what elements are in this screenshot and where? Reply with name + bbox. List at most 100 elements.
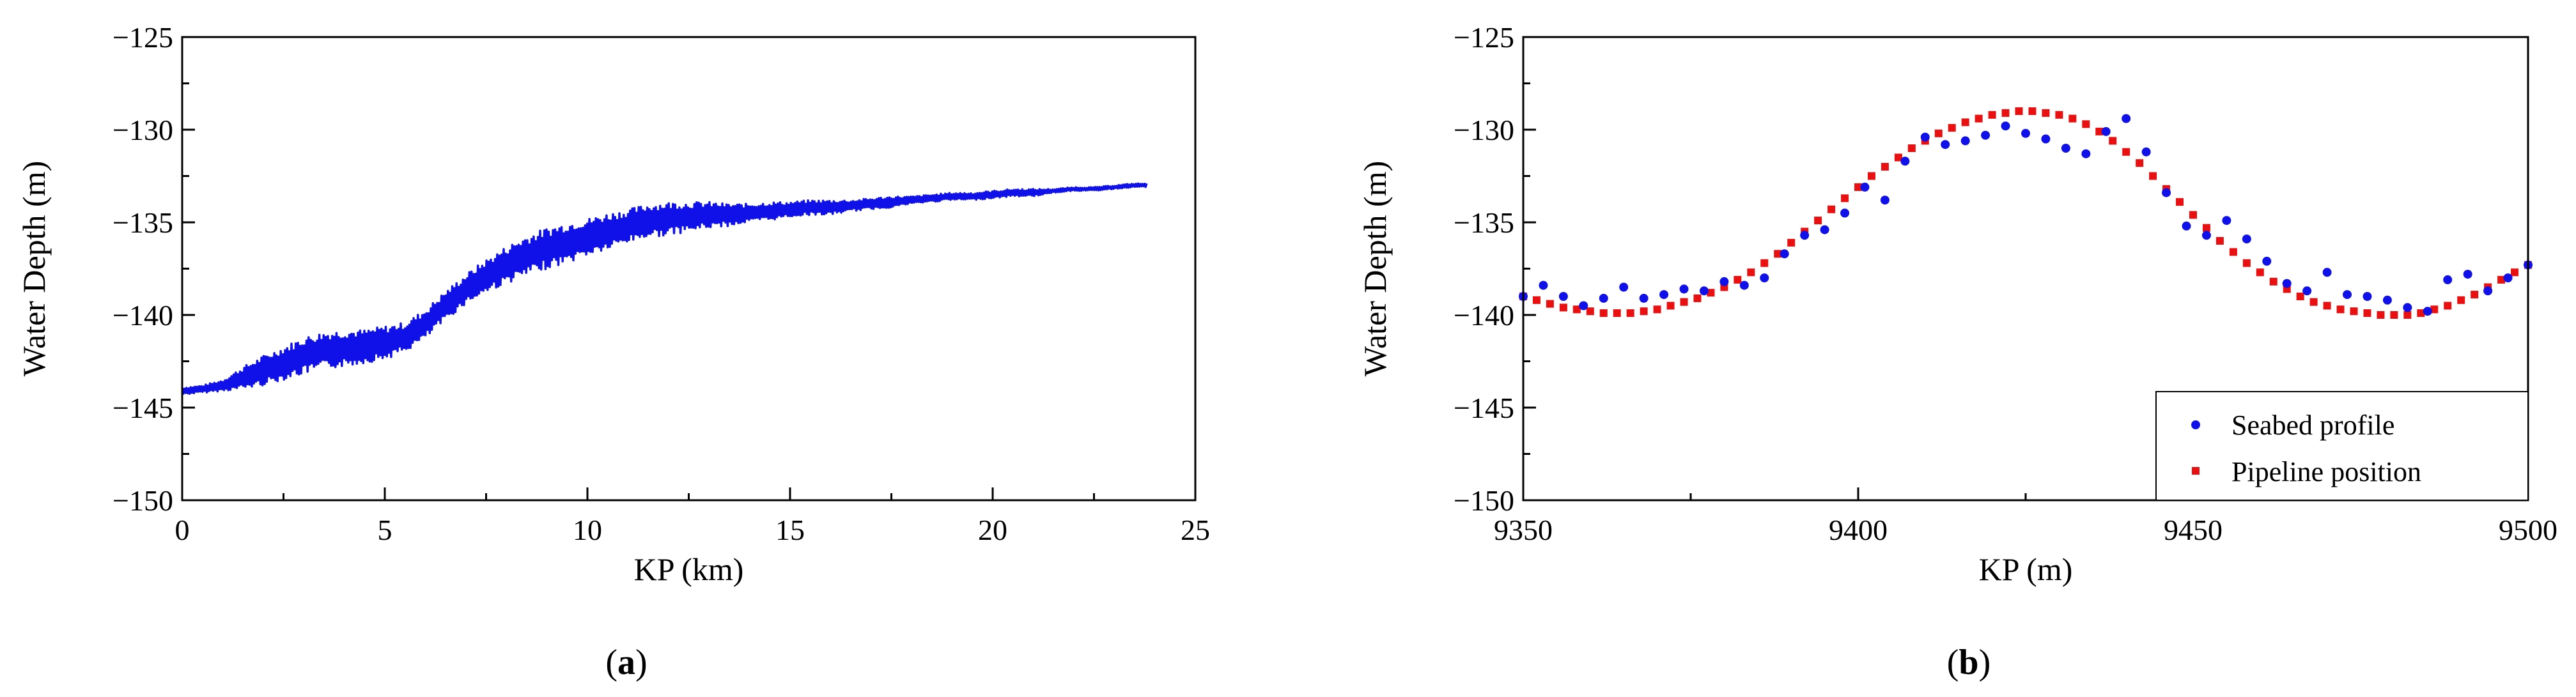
chart-b-seabed-point [1739, 280, 1749, 290]
chart-b-x-axis-label: KP (m) [1979, 551, 2073, 587]
chart-b-seabed-point [2041, 134, 2051, 144]
chart-b-seabed-point [2122, 114, 2131, 123]
chart-b-seabed-point [2363, 292, 2372, 301]
chart-b-pipeline-point [1572, 305, 1581, 314]
chart-b-pipeline-point [2497, 275, 2506, 284]
chart-b-y-tick-label: −130 [1454, 114, 1514, 146]
chart-b-pipeline-point [1907, 144, 1916, 152]
chart-b-x-tick-label: 9450 [2164, 514, 2223, 546]
chart-a-x-tick-label: 20 [978, 514, 1007, 546]
chart-b-seabed-point [2162, 188, 2171, 197]
chart-b-pipeline-point [2082, 120, 2090, 128]
chart-a-y-tick-label: −130 [113, 114, 173, 146]
chart-b-x-tick-label: 9350 [1494, 514, 1553, 546]
chart-b-y-axis-label: Water Depth (m) [1357, 161, 1393, 377]
chart-b-pipeline-point [2149, 172, 2157, 180]
chart-a-caption-letter: a [617, 643, 635, 682]
chart-b-pipeline-point [1640, 307, 1648, 316]
chart-b-seabed-point [2222, 216, 2231, 226]
chart-b-pipeline-point [2430, 305, 2439, 314]
chart-b-pipeline-point [2042, 109, 2050, 117]
chart-a-y-tick-label: −150 [113, 484, 173, 517]
chart-a-x-tick-label: 15 [775, 514, 805, 546]
chart-b-legend-box [2155, 391, 2529, 501]
chart-a-y-tick-label: −140 [113, 299, 173, 332]
chart-b-pipeline-point [2136, 159, 2144, 167]
chart-b-pipeline-point [2028, 107, 2037, 115]
chart-b-pipeline-point [2296, 293, 2304, 300]
chart-b-pipeline-point [2001, 109, 2010, 117]
chart-a-caption: (a) [605, 643, 647, 682]
chart-b-pipeline-point [1774, 250, 1782, 258]
chart-b-seabed-point [2322, 268, 2332, 277]
chart-b-pipeline-point [2511, 268, 2519, 277]
chart-b-pipeline-point [2242, 259, 2251, 267]
chart-a-x-axis-label: KP (km) [634, 551, 744, 587]
chart-b-pipeline-point [2202, 224, 2210, 232]
chart-b-seabed-point [1920, 132, 1930, 142]
chart-b-seabed-point [1900, 157, 1910, 166]
chart-b-x-tick-label: 9400 [1829, 514, 1888, 546]
chart-a-y-axis-label: Water Depth (m) [16, 161, 52, 377]
chart-b-pipeline-point [1867, 172, 1875, 180]
chart-b-pipeline-point [1693, 294, 1702, 302]
chart-b-seabed-point [1558, 292, 1568, 301]
chart-b-seabed-point [1800, 231, 1810, 240]
chart-a-plot-frame [181, 36, 1197, 502]
chart-b-caption-letter: b [1959, 643, 1978, 682]
legend-label-pipeline-position: Pipeline position [2231, 456, 2421, 487]
chart-a-x-tick-label: 25 [1181, 514, 1210, 546]
chart-b-pipeline-point [1760, 259, 1769, 267]
chart-b-pipeline-point [2256, 268, 2264, 277]
chart-b-pipeline-point [2417, 309, 2425, 318]
chart-b-seabed-point [2001, 121, 2010, 131]
chart-a-x-tick-label: 10 [573, 514, 602, 546]
chart-b-pipeline-point [2095, 127, 2104, 135]
chart-b-pipeline-point [2189, 211, 2197, 219]
chart-b-pipeline-point [1881, 163, 1889, 171]
chart-b-seabed-point [1619, 282, 1629, 292]
chart-b-pipeline-point [1747, 268, 1755, 277]
legend-marker-pipeline-position [2192, 467, 2200, 475]
chart-b-pipeline-point [2229, 248, 2237, 256]
chart-a-marks [181, 182, 1148, 395]
chart-b-pipeline-point [2109, 137, 2117, 145]
chart-b-seabed-point [1760, 273, 1769, 282]
chart-b-pipeline-point [2336, 305, 2345, 314]
chart-b-seabed-point [2343, 290, 2352, 300]
chart-b-pipeline-point [1854, 183, 1862, 191]
chart-b-pipeline-point [2309, 298, 2318, 306]
chart-b-pipeline-point [1894, 153, 1902, 162]
chart-a-y-tick-label: −145 [113, 392, 173, 424]
chart-b-pipeline-point [2068, 114, 2077, 123]
chart-b-pipeline-point [2457, 296, 2465, 304]
chart-b-y-tick-label: −135 [1454, 206, 1514, 239]
chart-a-series-line [181, 182, 1148, 395]
chart-b-pipeline-point [1653, 305, 1661, 314]
chart-b-seabed-point [1599, 293, 1608, 303]
chart-b-pipeline-point [2444, 302, 2452, 310]
chart-b-ticks: 9350 9400 9450 9500 −150 −145 −140 −135 −130 −125 [1454, 21, 2557, 546]
chart-b-seabed-point [2382, 295, 2392, 305]
chart-b-seabed-point [1719, 277, 1729, 286]
chart-b-caption: (b) [1947, 643, 1990, 682]
chart-b-seabed-point [2483, 286, 2493, 296]
chart-b-seabed-point [2423, 307, 2432, 316]
chart-b-seabed-point [2081, 149, 2091, 158]
chart-a-y-tick-label: −125 [113, 21, 173, 54]
chart-panel-b: 9350 9400 9450 9500 −150 −145 −140 −135 −130 −125… [1357, 21, 2557, 682]
chart-b-seabed-point [1981, 130, 1990, 140]
chart-b-pipeline-point [1546, 300, 1554, 308]
chart-a-ticks: 0 5 10 15 20 25 −150 −145 −140 −135 −130 −125 [113, 21, 1210, 546]
chart-b-seabed-point [1941, 140, 1950, 149]
chart-b-seabed-point [1659, 290, 1669, 300]
chart-b-seabed-point [2302, 286, 2312, 296]
chart-b-seabed-point [2201, 231, 2211, 240]
chart-b-pipeline-point [2390, 311, 2398, 319]
chart-b-pipeline-point [2323, 302, 2331, 310]
chart-b-pipeline-point [1626, 309, 1634, 318]
chart-b-pipeline-point [2176, 198, 2184, 206]
chart-b-pipeline-point [1814, 217, 1822, 225]
chart-panel-a: 0 5 10 15 20 25 −150 −145 −140 −135 −130 −125 KP (k… [16, 21, 1210, 682]
